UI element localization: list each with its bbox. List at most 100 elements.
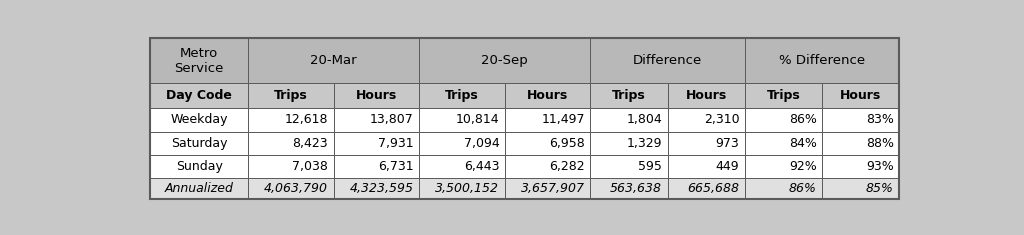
Text: 8,423: 8,423 (293, 137, 329, 150)
Bar (419, 155, 505, 178)
Bar (505, 83, 591, 108)
Bar (822, 108, 899, 132)
Bar (591, 178, 668, 199)
Text: Difference: Difference (633, 54, 702, 67)
Text: Trips: Trips (274, 89, 308, 102)
Text: 973: 973 (716, 137, 739, 150)
Text: 83%: 83% (866, 113, 894, 126)
Bar (591, 108, 668, 132)
Bar (151, 155, 248, 178)
Bar (248, 83, 334, 108)
Text: 6,958: 6,958 (549, 137, 585, 150)
Text: 20-Mar: 20-Mar (310, 54, 357, 67)
Bar (505, 132, 591, 155)
Bar (419, 38, 591, 83)
Text: Sunday: Sunday (176, 160, 222, 173)
Text: 86%: 86% (788, 113, 816, 126)
Text: Metro
Service: Metro Service (174, 47, 224, 75)
Bar (151, 132, 248, 155)
Text: Trips: Trips (767, 89, 801, 102)
Bar (334, 108, 419, 132)
Text: 7,038: 7,038 (292, 160, 329, 173)
Text: 20-Sep: 20-Sep (481, 54, 528, 67)
Text: 84%: 84% (788, 137, 816, 150)
Text: Trips: Trips (445, 89, 479, 102)
Bar (334, 178, 419, 199)
Text: 10,814: 10,814 (456, 113, 500, 126)
Text: 2,310: 2,310 (703, 113, 739, 126)
Text: 595: 595 (638, 160, 663, 173)
Bar (668, 178, 744, 199)
Bar (744, 132, 822, 155)
Text: 85%: 85% (866, 182, 894, 195)
Bar (744, 155, 822, 178)
Bar (668, 108, 744, 132)
Text: 7,931: 7,931 (378, 137, 414, 150)
Bar (744, 83, 822, 108)
Text: 1,329: 1,329 (627, 137, 663, 150)
Bar (744, 38, 899, 83)
Bar (668, 155, 744, 178)
Bar (334, 132, 419, 155)
Bar (668, 132, 744, 155)
Text: Hours: Hours (840, 89, 882, 102)
Bar (505, 178, 591, 199)
Bar (591, 155, 668, 178)
Text: 13,807: 13,807 (370, 113, 414, 126)
Bar (419, 83, 505, 108)
Text: 7,094: 7,094 (464, 137, 500, 150)
Text: Day Code: Day Code (166, 89, 232, 102)
Text: 449: 449 (716, 160, 739, 173)
Text: 563,638: 563,638 (610, 182, 663, 195)
Bar (822, 155, 899, 178)
Bar (505, 108, 591, 132)
Bar (151, 83, 248, 108)
Text: 3,500,152: 3,500,152 (435, 182, 500, 195)
Bar (744, 178, 822, 199)
Bar (505, 155, 591, 178)
Text: Hours: Hours (356, 89, 397, 102)
Text: 6,282: 6,282 (549, 160, 585, 173)
Bar (334, 83, 419, 108)
Bar (591, 83, 668, 108)
Bar (151, 38, 899, 199)
Text: 6,731: 6,731 (378, 160, 414, 173)
Text: Hours: Hours (527, 89, 568, 102)
Text: 6,443: 6,443 (464, 160, 500, 173)
Text: 4,063,790: 4,063,790 (264, 182, 329, 195)
Text: Hours: Hours (686, 89, 727, 102)
Bar (822, 132, 899, 155)
Text: Weekday: Weekday (170, 113, 228, 126)
Bar (248, 155, 334, 178)
Text: 3,657,907: 3,657,907 (521, 182, 585, 195)
Bar (419, 132, 505, 155)
Bar (419, 108, 505, 132)
Bar (248, 38, 419, 83)
Text: 12,618: 12,618 (285, 113, 329, 126)
Bar (591, 38, 744, 83)
Text: 4,323,595: 4,323,595 (350, 182, 414, 195)
Bar (591, 132, 668, 155)
Text: 88%: 88% (866, 137, 894, 150)
Bar (744, 108, 822, 132)
Text: 1,804: 1,804 (627, 113, 663, 126)
Bar (151, 38, 248, 83)
Text: 92%: 92% (788, 160, 816, 173)
Text: Trips: Trips (612, 89, 646, 102)
Bar (822, 178, 899, 199)
Text: 86%: 86% (788, 182, 816, 195)
Bar (668, 83, 744, 108)
Bar (248, 132, 334, 155)
Bar (151, 178, 248, 199)
Text: Saturday: Saturday (171, 137, 227, 150)
Bar (822, 83, 899, 108)
Bar (334, 155, 419, 178)
Text: Annualized: Annualized (165, 182, 233, 195)
Text: 11,497: 11,497 (542, 113, 585, 126)
Bar (248, 108, 334, 132)
Text: 93%: 93% (866, 160, 894, 173)
Text: % Difference: % Difference (779, 54, 865, 67)
Bar (419, 178, 505, 199)
Text: 665,688: 665,688 (687, 182, 739, 195)
Bar (248, 178, 334, 199)
